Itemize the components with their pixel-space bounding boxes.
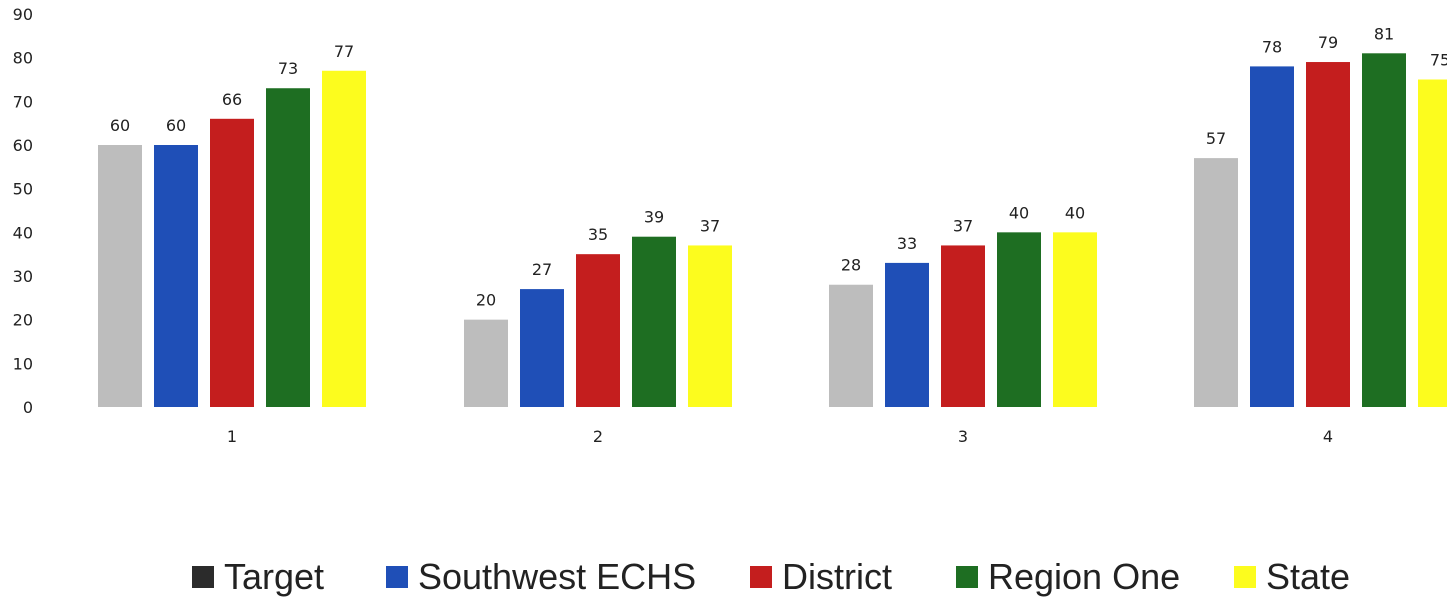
bar (1194, 158, 1238, 407)
bar (1250, 66, 1294, 408)
data-label: 40 (1065, 203, 1085, 222)
data-label: 73 (278, 59, 298, 78)
y-tick-label: 60 (13, 136, 33, 155)
bar (1306, 62, 1350, 408)
y-tick-label: 20 (13, 311, 33, 330)
data-label: 79 (1318, 33, 1338, 52)
legend-label-region-one: Region One (988, 556, 1181, 597)
data-label: 60 (110, 116, 130, 135)
legend-swatch-district (750, 566, 772, 588)
legend-item-district: District (750, 552, 892, 602)
bar (885, 262, 929, 407)
legend-item-target: Target (192, 552, 324, 602)
data-label: 66 (222, 90, 242, 109)
legend-swatch-state (1234, 566, 1256, 588)
bar (520, 289, 564, 407)
bar (266, 88, 310, 407)
bar (829, 284, 873, 407)
bar (464, 319, 508, 407)
bar (210, 118, 254, 408)
y-tick-label: 50 (13, 180, 33, 199)
data-label: 78 (1262, 37, 1282, 56)
bar (1362, 53, 1406, 408)
y-tick-label: 40 (13, 223, 33, 242)
bars (98, 53, 1447, 408)
data-label: 60 (166, 116, 186, 135)
legend-label-southwest-echs: Southwest ECHS (418, 556, 697, 597)
legend: Target Southwest ECHS District Region On… (0, 552, 1447, 602)
data-label: 77 (334, 42, 354, 61)
bar (154, 145, 198, 407)
data-label: 27 (532, 260, 552, 279)
data-label: 33 (897, 234, 917, 253)
bar (1053, 232, 1097, 407)
data-labels: 60 60 66 73 77 20 27 35 39 37 28 33 37 40 40 57 78 79 81 75 (110, 24, 1447, 309)
y-tick-label: 90 (13, 5, 33, 24)
data-label: 20 (476, 291, 496, 310)
data-label: 75 (1430, 51, 1447, 70)
legend-swatch-target (192, 566, 214, 588)
data-label: 35 (588, 225, 608, 244)
bar (941, 245, 985, 407)
x-axis: 1 2 3 4 (227, 427, 1333, 446)
legend-item-region-one: Region One (956, 552, 1180, 602)
y-axis: 0 10 20 30 40 50 60 70 80 90 (13, 5, 33, 417)
data-label: 57 (1206, 129, 1226, 148)
legend-label-district: District (782, 556, 892, 597)
bar (322, 70, 366, 408)
bar (688, 245, 732, 407)
legend-label-target: Target (224, 556, 325, 597)
data-label: 28 (841, 256, 861, 275)
bar (1418, 79, 1447, 407)
x-category-label: 4 (1323, 427, 1333, 446)
legend-swatch-southwest-echs (386, 566, 408, 588)
x-category-label: 3 (958, 427, 968, 446)
y-tick-label: 70 (13, 92, 33, 111)
bar (997, 232, 1041, 407)
y-tick-label: 30 (13, 267, 33, 286)
data-label: 81 (1374, 24, 1394, 43)
x-category-label: 2 (593, 427, 603, 446)
y-tick-label: 80 (13, 49, 33, 68)
y-tick-label: 10 (13, 354, 33, 373)
legend-swatch-region-one (956, 566, 978, 588)
data-label: 37 (700, 216, 720, 235)
bar (632, 236, 676, 407)
legend-item-state: State (1234, 552, 1350, 602)
x-category-label: 1 (227, 427, 237, 446)
bar (98, 145, 142, 407)
y-tick-label: 0 (23, 398, 33, 417)
bar (576, 254, 620, 407)
data-label: 40 (1009, 203, 1029, 222)
legend-label-state: State (1266, 556, 1351, 597)
data-label: 39 (644, 208, 664, 227)
data-label: 37 (953, 216, 973, 235)
legend-item-southwest-echs: Southwest ECHS (386, 552, 696, 602)
